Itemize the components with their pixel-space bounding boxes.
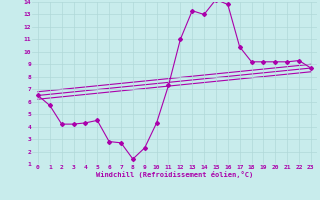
X-axis label: Windchill (Refroidissement éolien,°C): Windchill (Refroidissement éolien,°C): [96, 171, 253, 178]
